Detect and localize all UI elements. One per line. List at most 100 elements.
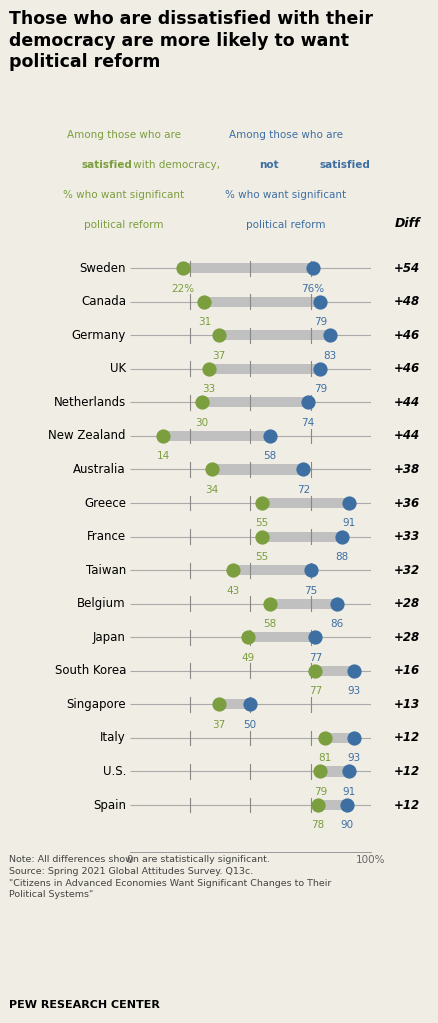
- Text: 43: 43: [226, 585, 240, 595]
- Text: UK: UK: [110, 362, 126, 375]
- Text: 22%: 22%: [171, 283, 194, 294]
- Text: +38: +38: [393, 463, 419, 476]
- Text: 34: 34: [205, 485, 218, 495]
- Text: 93: 93: [346, 686, 360, 697]
- Bar: [262, 532, 341, 541]
- Text: +12: +12: [393, 799, 419, 811]
- Text: 77: 77: [308, 653, 321, 663]
- Point: [345, 495, 352, 512]
- Text: Spain: Spain: [93, 799, 126, 811]
- Point: [258, 529, 265, 545]
- Text: U.S.: U.S.: [102, 765, 126, 777]
- Text: 74: 74: [301, 417, 314, 428]
- Point: [205, 361, 212, 377]
- Text: with democracy,: with democracy,: [130, 161, 219, 171]
- Point: [304, 394, 311, 410]
- Point: [198, 394, 205, 410]
- Point: [179, 260, 186, 276]
- Text: Those who are dissatisfied with their
democracy are more likely to want
politica: Those who are dissatisfied with their de…: [9, 10, 372, 71]
- Text: 33: 33: [202, 385, 215, 394]
- Text: 79: 79: [313, 787, 326, 797]
- Point: [215, 327, 222, 344]
- Point: [309, 260, 316, 276]
- Text: Japan: Japan: [93, 631, 126, 643]
- Point: [246, 697, 253, 713]
- Point: [307, 562, 314, 578]
- Text: Belgium: Belgium: [77, 597, 126, 610]
- Point: [338, 529, 345, 545]
- Text: Italy: Italy: [100, 731, 126, 745]
- Bar: [317, 800, 346, 810]
- Bar: [218, 330, 329, 341]
- Text: Diff: Diff: [393, 217, 419, 230]
- Point: [201, 294, 208, 310]
- Text: political reform: political reform: [245, 220, 325, 230]
- Text: 58: 58: [262, 619, 276, 629]
- Bar: [211, 464, 303, 475]
- Point: [244, 629, 251, 646]
- Text: satisfied: satisfied: [319, 161, 370, 171]
- Text: +28: +28: [393, 597, 419, 610]
- Text: +33: +33: [393, 530, 419, 543]
- Text: 75: 75: [303, 585, 317, 595]
- Text: 86: 86: [330, 619, 343, 629]
- Bar: [204, 297, 320, 307]
- Text: 55: 55: [255, 552, 268, 562]
- Bar: [320, 766, 349, 776]
- Text: Among those who are: Among those who are: [228, 130, 342, 140]
- Text: +48: +48: [393, 296, 419, 308]
- Bar: [218, 700, 250, 709]
- Text: Germany: Germany: [71, 328, 126, 342]
- Text: +12: +12: [393, 765, 419, 777]
- Point: [345, 763, 352, 780]
- Bar: [201, 397, 307, 407]
- Text: 78: 78: [311, 820, 324, 831]
- Bar: [324, 732, 353, 743]
- Bar: [182, 263, 312, 273]
- Text: Netherlands: Netherlands: [53, 396, 126, 409]
- Point: [215, 697, 222, 713]
- Text: +46: +46: [393, 362, 419, 375]
- Text: +46: +46: [393, 328, 419, 342]
- Text: 37: 37: [212, 720, 225, 729]
- Point: [208, 461, 215, 478]
- Bar: [314, 666, 353, 676]
- Text: South Korea: South Korea: [54, 664, 126, 677]
- Text: 81: 81: [318, 753, 331, 763]
- Point: [350, 729, 357, 746]
- Point: [299, 461, 306, 478]
- Text: % who want significant: % who want significant: [63, 190, 184, 201]
- Text: Australia: Australia: [73, 463, 126, 476]
- Text: Canada: Canada: [81, 296, 126, 308]
- Text: 37: 37: [212, 351, 225, 361]
- Text: 88: 88: [335, 552, 348, 562]
- Text: satisfied: satisfied: [81, 161, 132, 171]
- Point: [333, 595, 340, 612]
- Text: 79: 79: [313, 385, 326, 394]
- Point: [321, 729, 328, 746]
- Text: France: France: [87, 530, 126, 543]
- Point: [230, 562, 237, 578]
- Text: 90: 90: [339, 820, 353, 831]
- Point: [316, 763, 323, 780]
- Text: +12: +12: [393, 731, 419, 745]
- Text: % who want significant: % who want significant: [225, 190, 345, 201]
- Text: political reform: political reform: [84, 220, 163, 230]
- Text: +32: +32: [393, 564, 419, 577]
- Point: [311, 663, 318, 679]
- Text: 31: 31: [197, 317, 211, 327]
- Point: [265, 595, 272, 612]
- Text: 50: 50: [243, 720, 256, 729]
- Text: not: not: [258, 161, 278, 171]
- Text: Note: All differences shown are statistically significant.
Source: Spring 2021 G: Note: All differences shown are statisti…: [9, 855, 330, 899]
- Text: +16: +16: [393, 664, 419, 677]
- Text: 30: 30: [195, 417, 208, 428]
- Text: +36: +36: [393, 496, 419, 509]
- Text: 55: 55: [255, 519, 268, 529]
- Text: New Zealand: New Zealand: [48, 430, 126, 442]
- Text: Taiwan: Taiwan: [85, 564, 126, 577]
- Text: Sweden: Sweden: [79, 262, 126, 274]
- Bar: [233, 565, 310, 575]
- Text: 72: 72: [296, 485, 309, 495]
- Point: [316, 361, 323, 377]
